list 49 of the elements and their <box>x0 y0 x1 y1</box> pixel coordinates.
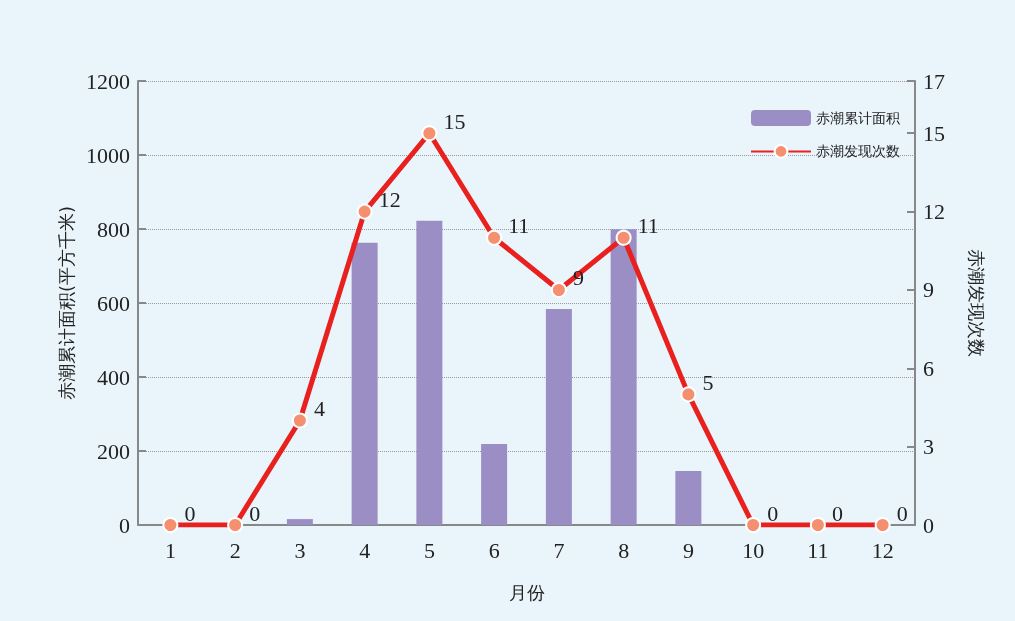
data-label: 15 <box>443 108 466 134</box>
y2-tick-label: 9 <box>923 277 934 303</box>
x-tick-label: 10 <box>742 537 765 563</box>
bar <box>351 242 378 525</box>
data-label: 0 <box>249 500 261 526</box>
x-tick-label: 12 <box>871 537 894 563</box>
bar <box>675 470 702 525</box>
data-label: 0 <box>896 500 908 526</box>
y-tick-label: 200 <box>97 438 130 464</box>
y2-tick-label: 6 <box>923 355 934 381</box>
data-label: 0 <box>831 500 843 526</box>
data-label: 11 <box>508 213 530 239</box>
y2-tick-label: 12 <box>923 199 945 225</box>
bar <box>416 220 443 525</box>
y2-axis-title: 赤潮发现次数 <box>965 249 987 357</box>
x-tick-label: 8 <box>618 537 630 563</box>
y2-tick-label: 15 <box>923 120 945 146</box>
x-tick-label: 5 <box>423 537 435 563</box>
x-tick-label: 1 <box>164 537 176 563</box>
y-tick-label: 0 <box>119 512 130 538</box>
data-label: 12 <box>378 187 401 213</box>
legend-label: 赤潮发现次数 <box>816 143 900 160</box>
y2-tick-label: 0 <box>923 512 934 538</box>
y-axis-title: 赤潮累计面积(平方千米) <box>55 205 77 401</box>
data-label: 4 <box>313 396 325 422</box>
x-tick-label: 4 <box>359 537 371 563</box>
y2-tick-label: 17 <box>923 68 945 94</box>
data-label: 0 <box>767 500 779 526</box>
y-tick-label: 800 <box>97 216 130 242</box>
bar <box>610 229 637 525</box>
legend-label: 赤潮累计面积 <box>816 110 900 126</box>
data-label: 11 <box>637 213 659 239</box>
x-tick-label: 7 <box>553 537 565 563</box>
y2-tick-label: 3 <box>923 434 934 460</box>
x-axis-title: 月份 <box>508 581 545 603</box>
x-tick-label: 9 <box>682 537 694 563</box>
x-tick-label: 2 <box>229 537 241 563</box>
y-tick-label: 1000 <box>86 142 130 168</box>
bar <box>545 308 572 525</box>
x-tick-label: 6 <box>488 537 500 563</box>
data-label: 0 <box>184 500 196 526</box>
data-label: 5 <box>702 369 714 395</box>
y-tick-label: 400 <box>97 364 130 390</box>
x-tick-label: 3 <box>294 537 306 563</box>
y-tick-label: 1200 <box>86 68 130 94</box>
y-tick-label: 600 <box>97 290 130 316</box>
bar <box>286 519 313 525</box>
x-tick-label: 11 <box>807 537 829 563</box>
bar <box>481 443 508 525</box>
